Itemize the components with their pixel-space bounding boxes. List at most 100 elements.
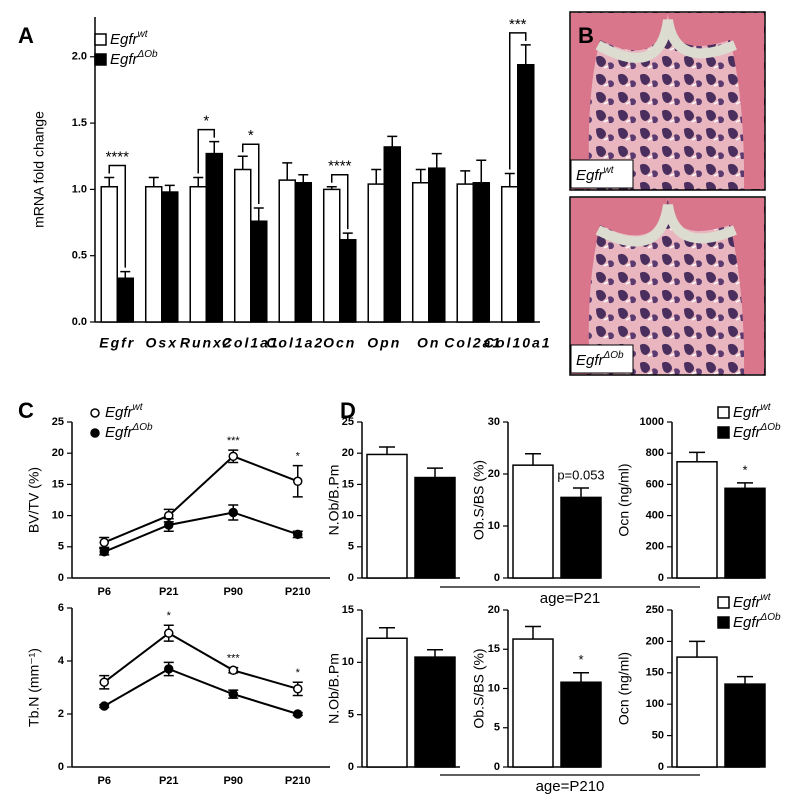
cortex [571, 13, 668, 189]
point [228, 507, 238, 518]
y-axis-label: BV/TV (%) [26, 467, 42, 533]
legend-sup: ΔOb [137, 49, 158, 60]
y-tick-label: 0 [348, 761, 354, 773]
y-tick-label: 20 [52, 447, 64, 459]
x-tick-label: Opn [367, 335, 401, 351]
x-tick-label: P90 [223, 586, 243, 598]
legend-label: Egfrwt [733, 592, 772, 611]
y-tick-label: 2.0 [72, 51, 87, 63]
panel-letter: B [578, 23, 594, 48]
y-axis-label: Tb.N (mm⁻¹) [26, 648, 42, 727]
legend-name: Egfr [733, 404, 762, 421]
point [164, 664, 174, 674]
image-label-text: Egfr [576, 167, 605, 184]
error-bar [520, 44, 531, 65]
point [99, 701, 109, 711]
y-axis-label: N.Ob/B.Pm [326, 465, 342, 536]
x-tick-label: P6 [98, 775, 111, 787]
x-tick-label: P21 [159, 586, 179, 598]
error-bar [379, 627, 395, 639]
group-label: age=P210 [536, 778, 605, 795]
legend-sup: wt [761, 402, 772, 413]
bar [560, 681, 602, 768]
error-bar [525, 452, 541, 466]
significance-label: * [578, 652, 583, 667]
image-label-sup: ΔOb [603, 350, 624, 361]
y-axis-label: N.Ob/B.Pm [326, 653, 342, 724]
bar [366, 453, 408, 579]
y-tick-label: 10 [52, 510, 64, 522]
legend-label: EgfrΔOb [733, 422, 781, 441]
y-tick-label: 1000 [640, 416, 664, 428]
error-bar [737, 675, 753, 685]
y-tick-label: 1.0 [72, 183, 87, 195]
image-label-box [570, 159, 634, 189]
legend-marker [717, 426, 730, 439]
legend-marker [717, 596, 730, 609]
x-tick-label: Col10a1 [484, 335, 552, 351]
line [103, 631, 299, 690]
significance-label: *** [227, 435, 241, 447]
point [164, 628, 174, 638]
y-tick-label: 10 [342, 510, 354, 522]
y-tick-label: 15 [342, 478, 354, 490]
y-tick-label: 0 [494, 572, 500, 584]
image-label-text: Egfr [576, 352, 605, 369]
y-axis-label: Ocn (ng/ml) [616, 652, 632, 725]
x-tick-label: P210 [285, 586, 311, 598]
point [99, 537, 109, 548]
y-tick-label: 150 [646, 667, 664, 679]
bar [250, 220, 268, 323]
y-tick-label: 50 [652, 730, 664, 742]
y-tick-label: 10 [488, 520, 500, 532]
bar [724, 487, 766, 579]
bar [472, 182, 491, 323]
image-label: EgfrΔOb [576, 350, 624, 369]
bar [366, 637, 408, 768]
significance-label: *** [509, 16, 527, 33]
y-tick-label: 0.5 [72, 250, 87, 262]
error-bar [427, 649, 443, 658]
x-tick-label: P90 [223, 775, 243, 787]
error-bar [282, 162, 293, 181]
error-bar [104, 176, 115, 187]
point [293, 684, 303, 694]
x-tick-label: Ocn [323, 335, 356, 351]
legend-sup: wt [133, 402, 144, 413]
bar [294, 182, 313, 323]
y-tick-label: 250 [646, 604, 664, 616]
y-tick-label: 0 [494, 761, 500, 773]
y-tick-label: 2 [58, 708, 64, 720]
legend-sup: ΔOb [760, 422, 781, 433]
point [228, 451, 238, 462]
bar [339, 239, 357, 323]
point [293, 709, 303, 719]
y-axis-label: mRNA fold change [31, 111, 47, 228]
legend-label: EgfrΔOb [105, 422, 153, 441]
error-bar [193, 176, 204, 187]
y-tick-label: 200 [646, 541, 664, 553]
y-tick-label: 0 [58, 761, 64, 773]
bar [512, 464, 554, 579]
error-bar [737, 482, 753, 489]
y-tick-label: 15 [488, 643, 500, 655]
cortex [571, 198, 668, 374]
significance-label: *** [227, 653, 241, 665]
error-bar [148, 176, 159, 187]
error-bar [476, 159, 487, 183]
legend-name: Egfr [105, 424, 134, 441]
significance-label: * [296, 667, 301, 679]
y-tick-label: 10 [488, 682, 500, 694]
significance-bracket [108, 164, 127, 268]
error-bar [164, 184, 175, 193]
group-label: age=P21 [540, 590, 600, 607]
legend-name: Egfr [105, 404, 134, 421]
y-axis-label: Ocn (ng/ml) [616, 463, 632, 536]
bar [676, 656, 718, 768]
legend-name: Egfr [110, 31, 139, 48]
panel-letter: A [18, 23, 34, 48]
error-bar [427, 467, 443, 478]
error-bar [573, 487, 589, 498]
y-tick-label: 5 [58, 541, 64, 553]
